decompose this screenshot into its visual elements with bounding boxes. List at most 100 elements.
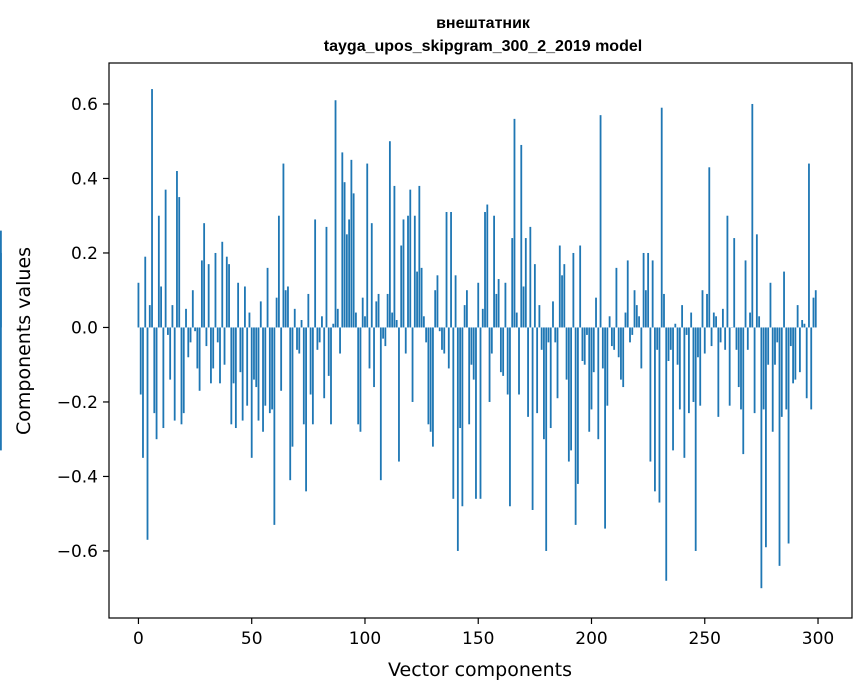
bar xyxy=(348,219,351,328)
bar xyxy=(624,312,627,328)
bar xyxy=(509,327,511,507)
bar xyxy=(293,308,296,328)
bar xyxy=(173,327,176,421)
bar xyxy=(667,327,670,361)
bar xyxy=(527,327,529,417)
bar xyxy=(157,215,160,328)
bar xyxy=(728,327,731,406)
bar xyxy=(327,327,330,376)
bar xyxy=(742,327,745,455)
bar xyxy=(275,297,278,328)
bar xyxy=(228,264,230,328)
bar xyxy=(277,215,280,328)
bar xyxy=(334,100,337,328)
bar xyxy=(719,327,722,343)
bar xyxy=(758,316,761,328)
bar xyxy=(142,327,144,458)
bar xyxy=(151,89,153,328)
bar xyxy=(246,327,249,406)
bar xyxy=(207,264,210,328)
bar xyxy=(445,211,448,328)
bar xyxy=(617,327,620,358)
bar xyxy=(189,327,192,343)
bar xyxy=(651,260,654,328)
bar xyxy=(316,327,319,350)
bar xyxy=(284,290,287,328)
bar xyxy=(484,211,486,328)
bar xyxy=(191,290,194,328)
bar xyxy=(214,252,217,328)
bar xyxy=(726,215,729,328)
bar xyxy=(302,327,305,425)
bar xyxy=(567,327,570,462)
bar xyxy=(692,327,695,402)
bar xyxy=(706,293,708,328)
x-tick-label: 0 xyxy=(133,629,144,649)
bar xyxy=(644,290,647,328)
bar xyxy=(373,327,375,388)
bar xyxy=(216,327,219,343)
bar xyxy=(262,327,264,432)
bar xyxy=(257,327,260,421)
bar xyxy=(794,327,797,380)
y-tick-label: −0.6 xyxy=(57,542,98,562)
bar xyxy=(529,226,532,328)
bar xyxy=(180,327,183,425)
bar xyxy=(225,256,228,328)
bar xyxy=(289,327,292,481)
bar xyxy=(724,327,727,350)
bar xyxy=(801,320,804,328)
bar xyxy=(429,327,432,432)
bar xyxy=(755,234,758,328)
bar xyxy=(660,107,663,328)
bar xyxy=(223,327,226,365)
bar xyxy=(395,320,398,328)
bar xyxy=(497,279,500,328)
bar xyxy=(325,226,328,328)
bar xyxy=(504,282,507,328)
bar xyxy=(631,327,634,335)
bar xyxy=(169,327,172,380)
bar xyxy=(413,215,416,328)
bar xyxy=(162,327,165,429)
bar xyxy=(642,252,645,328)
bar xyxy=(291,327,294,447)
bar xyxy=(674,323,677,328)
bar xyxy=(771,327,774,432)
bar xyxy=(377,293,380,328)
bar xyxy=(663,293,665,328)
bar xyxy=(198,327,201,391)
bar xyxy=(620,327,622,380)
bar xyxy=(323,327,326,399)
bar xyxy=(683,327,686,458)
bar xyxy=(744,260,747,328)
bar xyxy=(137,282,140,328)
bar xyxy=(552,301,554,328)
bar xyxy=(287,286,289,328)
bar xyxy=(427,327,430,425)
bar xyxy=(685,327,688,335)
bar xyxy=(808,163,810,328)
x-tick-label: 200 xyxy=(575,629,607,649)
bar xyxy=(672,327,674,451)
bar xyxy=(402,219,405,328)
bar xyxy=(638,316,640,328)
bar xyxy=(577,327,579,484)
bar xyxy=(309,327,312,395)
bar xyxy=(520,144,523,328)
y-axis-ticks: −0.6 −0.4 −0.2 0.0 0.2 0.4 0.6 xyxy=(57,95,109,562)
bar xyxy=(255,327,258,388)
bar xyxy=(499,327,502,373)
bar xyxy=(232,327,235,384)
x-axis-label: Vector components xyxy=(388,659,572,681)
x-axis-ticks: 0 50 100 150 200 250 300 xyxy=(133,618,834,649)
bar xyxy=(787,327,790,544)
bar xyxy=(554,327,557,343)
chart-title: внештатник xyxy=(436,15,531,32)
y-tick-label: 0.6 xyxy=(71,95,98,115)
bar xyxy=(379,327,382,481)
bar xyxy=(615,267,618,328)
bar xyxy=(221,241,224,328)
bar xyxy=(665,327,668,581)
